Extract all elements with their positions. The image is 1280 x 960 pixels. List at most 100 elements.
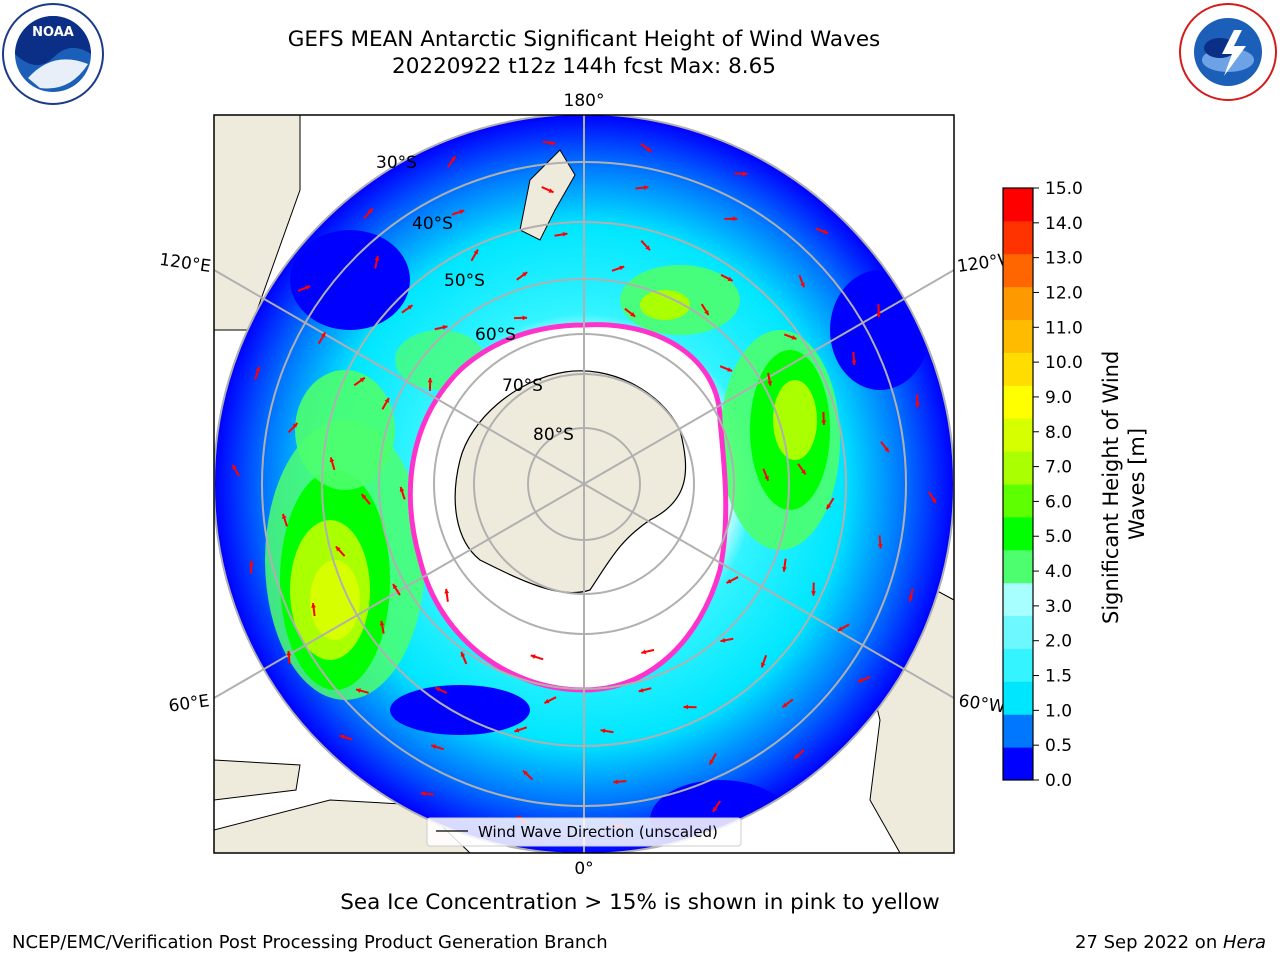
- colorbar-tick-label: 15.0: [1045, 179, 1083, 199]
- wave-arrow-head: [368, 208, 373, 214]
- wave-arrow-head: [811, 591, 816, 596]
- colorbar: 0.0 0.5 1.0 1.5 2.0 3.0 4.0 5.0 6.0 7.0 8.0 9.0 10.0…: [1002, 179, 1149, 791]
- wave-arrow-head: [646, 146, 652, 152]
- wave-arrow-head: [742, 171, 748, 177]
- wave-arrow-head: [442, 325, 448, 330]
- land-south-africa: [214, 799, 471, 853]
- wave-arrow-head: [726, 578, 732, 584]
- lat-label-30s: 30°S: [376, 153, 417, 173]
- graticule: [214, 115, 954, 853]
- wave-arrow-head: [460, 651, 466, 657]
- wave-arrow-head: [914, 402, 920, 408]
- wave-arrow-head: [384, 398, 389, 404]
- lon-label-180: 180°: [564, 91, 605, 111]
- noaa-wordmark: NOAA: [32, 25, 74, 40]
- lon-label-60e: 60°E: [167, 691, 210, 716]
- colorbar-swatch: [1003, 220, 1033, 255]
- wave-arrow-head: [522, 272, 528, 277]
- wave-arrow-head: [292, 423, 298, 428]
- wave-arrow-head: [709, 759, 714, 765]
- lon-label-120e: 120°E: [158, 250, 212, 277]
- chart-title: GEFS MEAN Antarctic Significant Height o…: [0, 26, 1168, 80]
- wave-arrow-head: [782, 566, 787, 572]
- wave-arrow-head: [801, 469, 806, 475]
- wind-wave-arrows: [231, 140, 937, 829]
- wave-arrow-head: [339, 734, 345, 740]
- colorbar-swatch: [1003, 286, 1033, 321]
- colorbar-tick-label: 0.0: [1045, 771, 1072, 791]
- wave-arrow-head: [420, 791, 426, 796]
- wave-arrow-head: [514, 727, 520, 733]
- wave-arrow-head: [329, 457, 335, 463]
- wave-arrow-head: [791, 335, 797, 340]
- wave-arrow-head: [619, 265, 625, 271]
- lon-label-0: 0°: [574, 859, 593, 879]
- wave-arrow-head: [704, 310, 709, 316]
- wave-arrow-head: [450, 156, 456, 162]
- credit-date: 27 Sep 2022 on: [1075, 932, 1223, 953]
- credit-right: 27 Sep 2022 on Hera: [1075, 932, 1266, 953]
- wave-arrow-head: [427, 377, 433, 383]
- land-australia: [214, 115, 301, 331]
- colorbar-swatch: [1003, 188, 1033, 222]
- wave-arrow-head: [459, 209, 465, 215]
- wave-arrow-head: [393, 584, 398, 590]
- wave-arrow-head: [379, 620, 385, 626]
- colorbar-swatch: [1003, 352, 1033, 386]
- noaa-logo: NOAA: [2, 3, 104, 105]
- wave-arrow-head: [683, 704, 689, 710]
- legend-label: Wind Wave Direction (unscaled): [478, 823, 718, 841]
- wave-arrow-head: [523, 770, 528, 776]
- wave-arrow-head: [630, 312, 636, 317]
- sea-ice-caption: Sea Ice Concentration > 15% is shown in …: [340, 890, 940, 915]
- colorbar-swatch: [1003, 681, 1033, 715]
- wave-arrow-head: [530, 654, 536, 659]
- colorbar-tick-label: 14.0: [1045, 214, 1083, 234]
- colorbar-tick-label: 13.0: [1045, 249, 1083, 269]
- map-frame: [213, 114, 955, 854]
- colorbar-tick-label: 2.0: [1045, 632, 1072, 652]
- wave-arrow-head: [562, 231, 568, 237]
- wave-arrow-head: [444, 588, 450, 594]
- wave-arrow-head: [908, 596, 914, 602]
- wave-arrow-head: [851, 360, 857, 365]
- lat-label-80s: 80°S: [533, 425, 574, 445]
- wave-arrow-head: [645, 245, 651, 251]
- lat-label-70s: 70°S: [502, 376, 543, 396]
- wave-arrow-head: [374, 255, 380, 261]
- wave-arrow-head: [821, 420, 827, 425]
- wave-arrow-head: [544, 698, 550, 704]
- colorbar-tick-label: 9.0: [1045, 388, 1072, 408]
- map-legend: Wind Wave Direction (unscaled): [426, 817, 742, 847]
- credit-machine: Hera: [1222, 932, 1266, 953]
- wave-arrow-head: [794, 753, 800, 759]
- colorbar-swatch: [1003, 582, 1033, 617]
- colorbar-tick-label: 12.0: [1045, 283, 1083, 303]
- wave-arrow-head: [732, 216, 738, 222]
- wave-arrow-head: [826, 504, 832, 510]
- wave-arrow-head: [435, 687, 441, 692]
- lat-label-50s: 50°S: [444, 271, 485, 291]
- colorbar-swatch: [1003, 253, 1033, 288]
- wave-arrow-head: [764, 475, 769, 481]
- colorbar-swatch: [1003, 451, 1033, 485]
- colorbar-tick-label: 3.0: [1045, 597, 1072, 617]
- wave-arrow-head: [407, 305, 413, 310]
- wave-arrow-head: [320, 332, 326, 338]
- colorbar-swatch: [1003, 516, 1033, 551]
- colorbar-title: Significant Height of Wind Waves [m]: [1099, 344, 1149, 624]
- wave-arrow-head: [877, 543, 883, 549]
- wave-arrow-head: [931, 497, 936, 503]
- credit-left: NCEP/EMC/Verification Post Processing Pr…: [12, 932, 608, 953]
- wave-arrow-head: [727, 367, 733, 372]
- wave-arrow-head: [600, 728, 606, 734]
- wave-arrow-head: [359, 377, 365, 383]
- wave-arrow-head: [643, 185, 649, 190]
- colorbar-swatch: [1003, 418, 1033, 452]
- wave-arrow-head: [286, 650, 292, 656]
- colorbar-tick-label: 1.5: [1045, 667, 1072, 687]
- colorbar-swatch: [1003, 319, 1033, 353]
- title-line-1: GEFS MEAN Antarctic Significant Height o…: [287, 27, 881, 52]
- colorbar-tick-label: 10.0: [1045, 353, 1083, 373]
